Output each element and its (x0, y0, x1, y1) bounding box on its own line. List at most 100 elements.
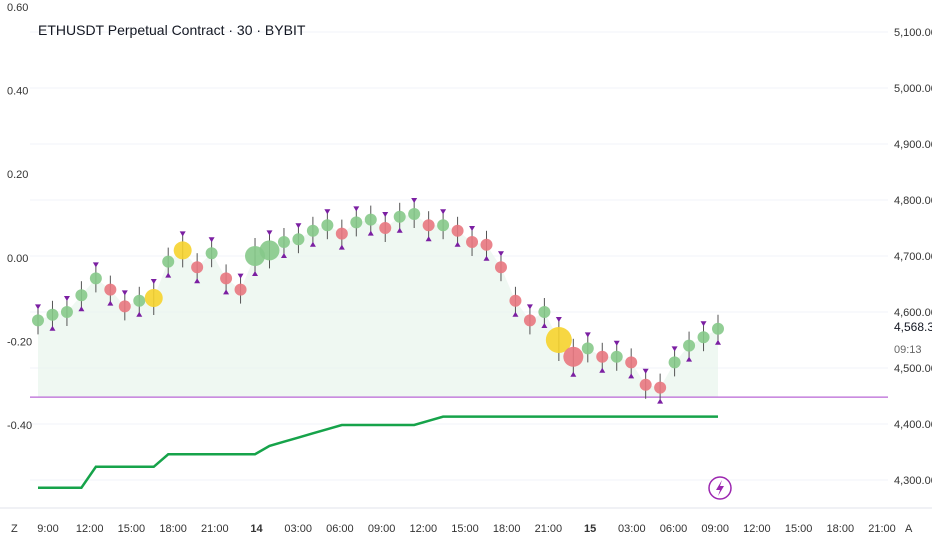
signal-marker-18 (295, 223, 302, 229)
signal-marker-10 (179, 231, 186, 237)
signal-marker-21 (338, 244, 345, 250)
time-tick-18: 15:00 (785, 523, 813, 535)
signal-marker-40 (613, 340, 620, 346)
candle-42 (639, 378, 652, 391)
candle-24 (379, 222, 392, 234)
candle-markers (32, 198, 724, 404)
signal-marker-24 (382, 212, 389, 217)
signal-marker-34 (526, 304, 533, 310)
signal-marker-44 (671, 346, 678, 352)
signal-marker-19 (309, 241, 316, 247)
candle-16 (259, 240, 280, 261)
candle-30 (466, 236, 479, 248)
candle-38 (581, 342, 594, 355)
time-tick-6: 03:00 (284, 523, 312, 535)
candle-8 (144, 289, 163, 307)
candle-4 (89, 272, 102, 285)
candle-12 (205, 247, 218, 260)
alert-icon[interactable] (708, 476, 732, 500)
candle-40 (610, 350, 623, 363)
right-tick-6: 4,500.00 (894, 363, 932, 375)
time-tick-9: 12:00 (410, 523, 438, 535)
candle-7 (133, 294, 146, 307)
left-tick-1: 0.40 (7, 86, 28, 98)
step-line (38, 415, 718, 489)
time-tick-17: 12:00 (743, 523, 771, 535)
last-price-tag (890, 318, 932, 334)
signal-marker-3 (78, 306, 85, 312)
time-tick-14: 03:00 (618, 523, 646, 535)
candle-29 (451, 224, 464, 237)
time-axis: 9:00 12:00 15:00 18:00 21:00 14 03:00 06:00 09:0… (0, 507, 932, 535)
candle-14 (234, 283, 247, 296)
left-tick-0: 0.60 (7, 2, 28, 14)
chart-title: ETHUSDT Perpetual Contract · 30 · BYBIT (38, 22, 306, 38)
time-tick-3: 18:00 (159, 523, 187, 535)
time-tick-0: 9:00 (37, 523, 58, 535)
candle-32 (494, 261, 507, 274)
signal-marker-20 (324, 209, 331, 215)
candle-21 (335, 227, 348, 240)
right-tick-4: 4,700.00 (894, 251, 932, 263)
time-tick-16: 09:00 (701, 523, 729, 535)
candle-0 (32, 314, 44, 327)
candle-10 (173, 241, 192, 260)
signal-marker-2 (63, 296, 70, 301)
right-tick-5: 4,600.00 (894, 307, 932, 319)
right-tick-1: 5,000.00 (894, 83, 932, 95)
candle-36 (545, 327, 572, 353)
candle-39 (596, 350, 609, 363)
time-tick-19: 18:00 (827, 523, 855, 535)
signal-marker-17 (280, 253, 287, 258)
candle-44 (668, 356, 681, 369)
time-tick-11: 18:00 (493, 523, 521, 535)
signal-marker-39 (599, 367, 606, 373)
time-axis-left-label[interactable]: Z (11, 523, 18, 535)
time-axis-right-label[interactable]: A (905, 523, 913, 535)
signal-marker-47 (715, 339, 721, 345)
candle-26 (408, 208, 421, 220)
time-tick-12: 21:00 (535, 523, 563, 535)
signal-marker-1 (49, 325, 56, 331)
signal-marker-41 (628, 373, 635, 379)
time-tick-7: 06:00 (326, 523, 354, 535)
signal-marker-15 (252, 271, 259, 276)
candle-28 (437, 219, 450, 232)
price-area-fill (38, 214, 718, 398)
candle-19 (306, 224, 319, 237)
last-price-label: 4,568.30 (894, 320, 932, 334)
left-tick-5: -0.40 (7, 420, 32, 432)
candle-13 (220, 272, 233, 285)
candle-23 (364, 213, 377, 226)
signal-marker-9 (165, 272, 172, 278)
signal-marker-28 (440, 209, 447, 215)
candle-17 (277, 236, 290, 248)
time-tick-1: 12:00 (76, 523, 104, 535)
signal-marker-43 (657, 398, 664, 404)
countdown-label: 09:13 (894, 344, 922, 356)
signal-marker-37 (570, 371, 577, 377)
time-tick-20: 21:00 (868, 523, 896, 535)
signal-marker-8 (150, 279, 157, 284)
signal-marker-27 (425, 236, 432, 242)
candle-33 (509, 294, 522, 307)
candle-25 (393, 210, 406, 223)
signal-marker-45 (686, 356, 693, 362)
signal-marker-13 (223, 289, 230, 295)
area-path (38, 214, 718, 398)
candle-1 (46, 308, 59, 321)
signal-marker-31 (483, 255, 490, 261)
step-line-path (38, 415, 718, 489)
signal-marker-16 (266, 230, 273, 236)
time-tick-4: 21:00 (201, 523, 229, 535)
signal-marker-29 (454, 241, 461, 247)
candle-27 (422, 219, 435, 232)
right-tick-3: 4,800.00 (894, 195, 932, 207)
candle-9 (162, 255, 175, 268)
signal-marker-12 (208, 237, 215, 243)
right-axis: 5,100.00 5,000.00 4,900.00 4,800.00 4,700.00… (894, 27, 932, 487)
candle-3 (75, 289, 88, 302)
time-tick-10: 15:00 (451, 523, 479, 535)
signal-marker-7 (136, 311, 143, 317)
